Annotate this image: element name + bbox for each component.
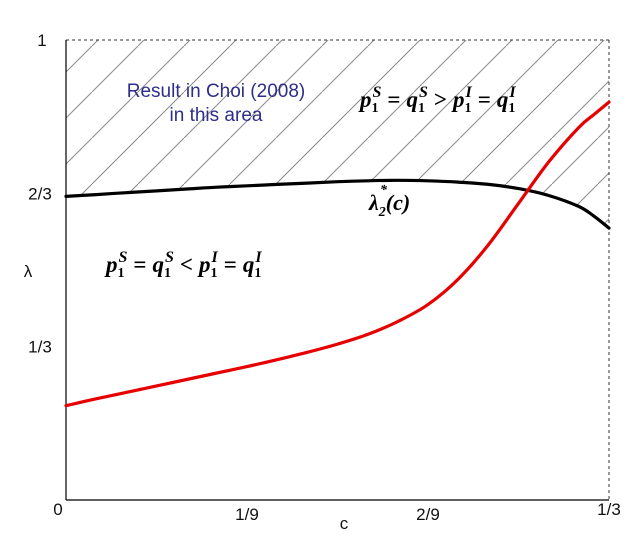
x-tick-label: 1/3 [597,500,621,519]
x-tick-labels: 0 1/9 2/9 1/3 [53,500,621,524]
curve-label-lambda-star: λ2(c) * [368,183,410,220]
y-axis-title: λ [24,262,33,281]
x-tick-label: 2/9 [416,505,440,524]
x-tick-label: 0 [53,500,62,519]
hatched-region [66,40,609,229]
choi-note-line1: Result in Choi (2008) [127,81,305,102]
y-tick-label: 2/3 [28,184,52,203]
curve-label-lambda: λ [368,190,379,215]
choi-note-line2: in this area [170,105,263,126]
y-tick-labels: 1/3 2/3 1 [28,31,52,357]
svg-text:p1S=q1S>p1I=q1I: p1S = q1S > p1I = q1I [358,84,516,116]
svg-text:λ2(c): λ2(c) [368,190,410,220]
series-line-red [64,100,611,408]
x-axis-title: c [340,514,349,533]
curve-label-arg: (c) [386,190,410,215]
svg-text:p1S=q1S<p1I=q1I: p1S = q1S < p1I = q1I [104,249,262,281]
y-tick-label: 1 [37,31,46,50]
y-tick-label: 1/3 [28,338,52,357]
lower-region-formula: p1S = q1S < p1I = q1I [104,249,262,281]
x-tick-label: 1/9 [235,505,259,524]
upper-region-formula: p1S = q1S > p1I = q1I [358,84,516,116]
series-line-lambda-star [64,178,611,230]
curve-label-sub: 2 [378,205,386,220]
curve-label-star: * [380,183,388,198]
